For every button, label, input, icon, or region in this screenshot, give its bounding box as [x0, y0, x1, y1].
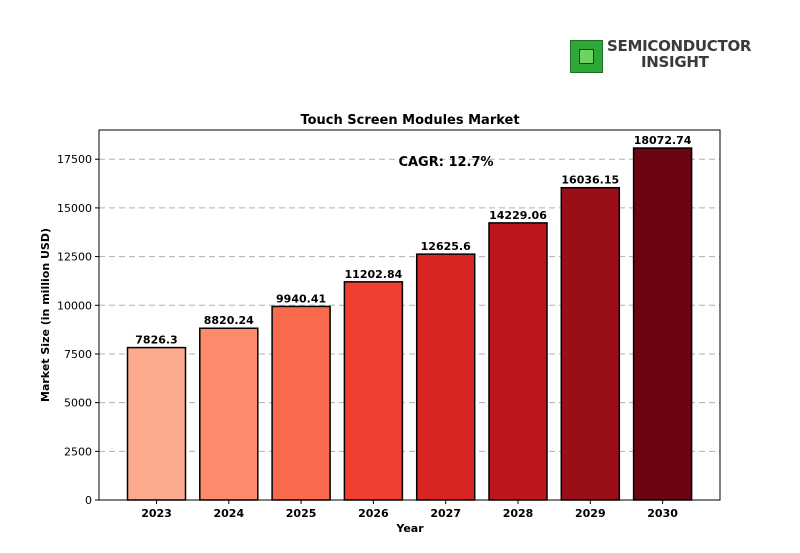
x-tick-label: 2026 — [358, 507, 389, 520]
bar-value-label: 18072.74 — [634, 134, 692, 147]
bar-value-label: 11202.84 — [345, 268, 403, 281]
y-tick-label: 12500 — [57, 251, 92, 264]
x-axis-label: Year — [395, 522, 424, 535]
brand-line-2: INSIGHT — [641, 53, 709, 71]
bar-value-labels: 7826.3 8820.24 9940.41 11202.84 12625.6 14229… — [135, 134, 692, 347]
y-tick-label: 2500 — [64, 445, 92, 458]
bar-value-label: 8820.24 — [204, 314, 254, 327]
cagr-annotation: CAGR: 12.7% — [398, 155, 493, 170]
bar-value-label: 16036.15 — [561, 174, 619, 187]
bars — [126, 147, 693, 501]
bar — [560, 186, 621, 501]
y-tick-label: 0 — [85, 494, 92, 507]
chip-icon — [570, 40, 603, 73]
bar — [126, 346, 187, 501]
x-tick-label: 2029 — [575, 507, 606, 520]
y-tick-label: 15000 — [57, 202, 92, 215]
bar-value-label: 14229.06 — [489, 209, 547, 222]
x-tick-label: 2023 — [141, 507, 172, 520]
y-axis-label: Market Size (in million USD) — [39, 228, 52, 402]
x-tick-label: 2028 — [503, 507, 534, 520]
y-tick-label: 5000 — [64, 397, 92, 410]
brand-logo: SEMICONDUCTOR INSIGHT — [570, 38, 770, 74]
brand-line-1: SEMICONDUCTOR — [607, 37, 752, 55]
x-tick-label: 2027 — [430, 507, 461, 520]
x-tick-label: 2024 — [213, 507, 244, 520]
x-tick-label: 2030 — [647, 507, 678, 520]
x-axis-ticks: 2023 2024 2025 2026 2027 2028 2029 2030 — [141, 500, 678, 520]
bar — [415, 253, 476, 501]
plot-frame — [98, 129, 721, 501]
y-axis-ticks: 0 2500 5000 7500 10000 12500 15000 17500 — [57, 153, 99, 507]
chart-title: Touch Screen Modules Market — [300, 113, 519, 128]
bar — [632, 147, 693, 501]
bar-value-label: 7826.3 — [135, 334, 177, 347]
bar — [488, 222, 548, 501]
grid-lines — [99, 158, 720, 452]
bar-value-label: 9940.41 — [276, 292, 326, 305]
bar-value-label: 12625.6 — [421, 240, 471, 253]
y-tick-label: 7500 — [64, 348, 92, 361]
y-tick-label: 17500 — [57, 153, 92, 166]
bar — [199, 327, 259, 501]
x-tick-label: 2025 — [286, 507, 317, 520]
bar — [271, 305, 331, 501]
y-tick-label: 10000 — [57, 299, 92, 312]
brand-name: SEMICONDUCTOR INSIGHT — [607, 38, 751, 70]
bar — [343, 281, 404, 501]
